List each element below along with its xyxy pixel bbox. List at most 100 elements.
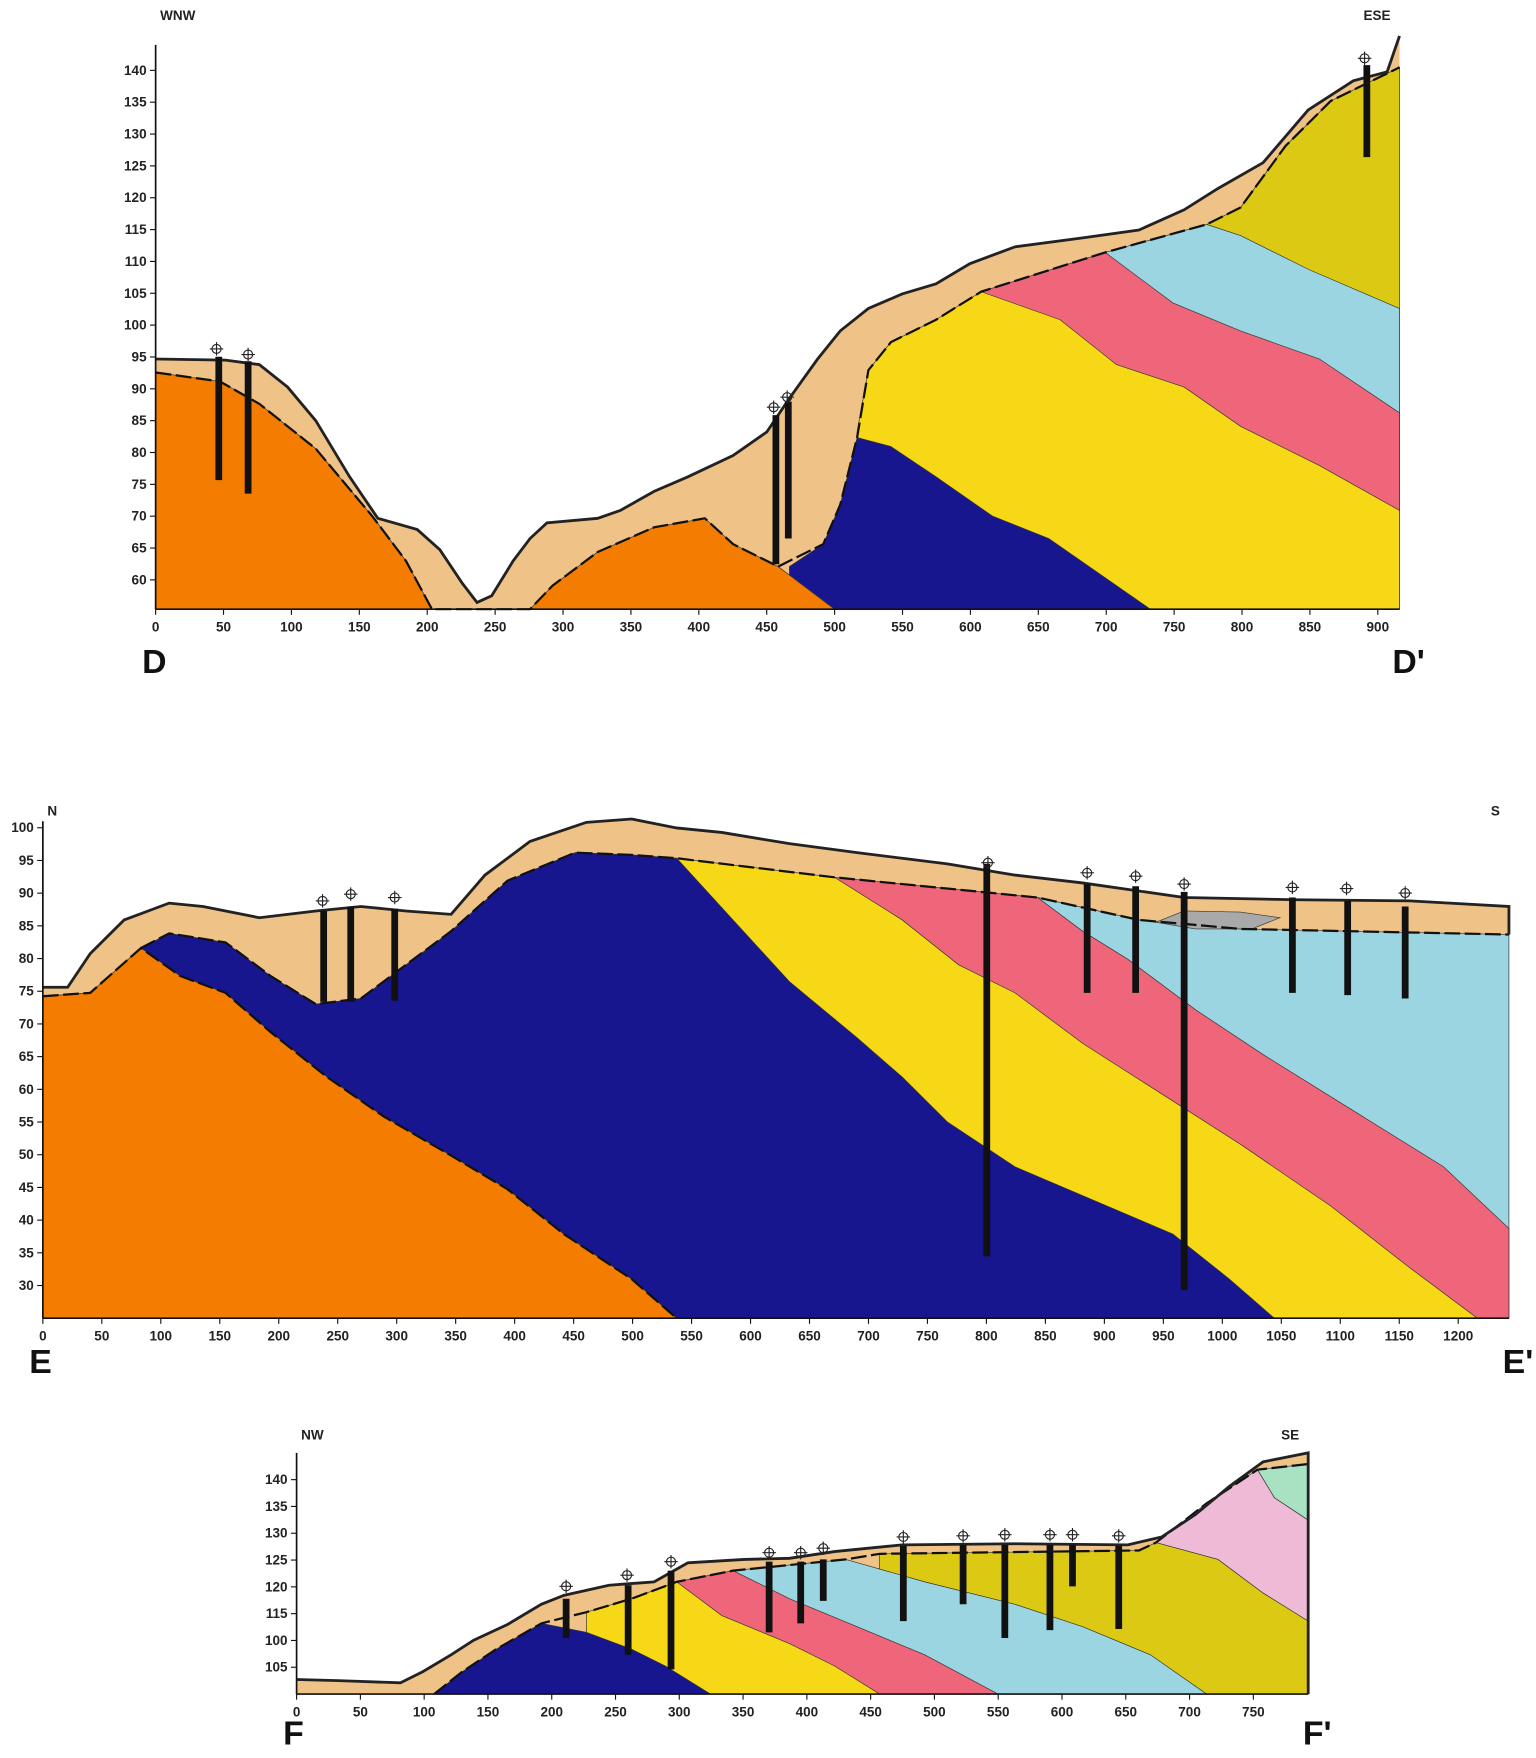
y-tick-label: 40 <box>19 1213 34 1228</box>
x-tick-label: 650 <box>1027 620 1050 635</box>
x-tick-label: 350 <box>620 620 643 635</box>
x-tick-label: 200 <box>416 620 439 635</box>
x-tick-label: 900 <box>1367 620 1390 635</box>
x-tick-label: 650 <box>798 1329 821 1344</box>
borehole-symbol <box>1398 886 1412 900</box>
y-tick-label: 55 <box>19 1115 35 1130</box>
direction-label: SE <box>1281 1427 1299 1442</box>
y-tick-label: 35 <box>19 1245 35 1260</box>
y-tick-label: 95 <box>19 853 35 868</box>
x-tick-label: 0 <box>293 1705 301 1720</box>
y-tick-label: 105 <box>265 1660 288 1675</box>
y-tick-label: 70 <box>132 509 147 524</box>
x-tick-label: 750 <box>916 1329 939 1344</box>
section: 0 50 100 150 200 250 300 350 400 450 500 550 600 650 7… <box>265 1427 1332 1752</box>
y-tick-label: 120 <box>124 190 147 205</box>
x-tick-label: 550 <box>891 620 914 635</box>
y-tick-label: 130 <box>124 127 147 142</box>
ground-surface <box>296 1451 1310 1695</box>
borehole-symbol <box>762 1545 776 1560</box>
x-tick-label: 550 <box>680 1329 703 1344</box>
y-tick-label: 65 <box>19 1049 35 1064</box>
borehole-symbol <box>1339 881 1354 896</box>
y-tick-label: 125 <box>124 158 147 173</box>
borehole-symbol <box>620 1568 634 1582</box>
x-tick-label: 200 <box>540 1705 563 1720</box>
x-tick-label: 300 <box>552 620 575 635</box>
x-tick-label: 0 <box>152 620 160 635</box>
y-tick-label: 105 <box>124 286 147 301</box>
x-tick-label: 500 <box>621 1329 644 1344</box>
x-tick-label: 650 <box>1114 1705 1137 1720</box>
x-tick-label: 450 <box>755 620 778 635</box>
x-tick-label: 150 <box>208 1329 231 1344</box>
y-tick-label: 45 <box>19 1180 35 1195</box>
x-tick-label: 100 <box>280 620 303 635</box>
y-tick-label: 90 <box>132 381 147 396</box>
borehole-symbol <box>766 400 781 414</box>
y-tick-label: 115 <box>125 222 147 237</box>
contact-line <box>155 66 1401 611</box>
x-tick-label: 250 <box>326 1329 349 1344</box>
x-tick-label: 250 <box>604 1705 627 1720</box>
borehole-symbol <box>981 856 995 870</box>
y-tick-label: 90 <box>19 886 34 901</box>
borehole-symbol <box>998 1528 1012 1542</box>
direction-label: NW <box>301 1427 324 1442</box>
y-tick-label: 50 <box>19 1147 34 1162</box>
y-tick-label: 85 <box>19 918 35 933</box>
borehole-symbol <box>1043 1528 1057 1542</box>
x-tick-label: 350 <box>444 1329 467 1344</box>
y-tick-label: 85 <box>132 413 148 428</box>
x-tick-label: 1100 <box>1326 1329 1355 1344</box>
borehole-symbol <box>1080 866 1094 880</box>
y-tick-label: 135 <box>265 1499 288 1514</box>
x-tick-label: 450 <box>859 1705 882 1720</box>
x-tick-label: 800 <box>1231 620 1254 635</box>
y-tick-label: 140 <box>265 1472 288 1487</box>
y-tick-label: 80 <box>19 951 34 966</box>
y-tick-label: 110 <box>125 254 147 269</box>
x-tick-label: 400 <box>796 1705 819 1720</box>
x-tick-label: 1050 <box>1266 1329 1296 1344</box>
section-label: D' <box>1392 643 1424 681</box>
borehole-symbol <box>1065 1528 1080 1542</box>
direction-label: ESE <box>1363 8 1390 23</box>
y-tick-label: 135 <box>124 95 147 110</box>
x-tick-label: 1200 <box>1443 1329 1473 1344</box>
borehole-symbol <box>793 1545 808 1560</box>
x-tick-label: 700 <box>857 1329 880 1344</box>
y-tick-label: 70 <box>19 1016 34 1031</box>
borehole-symbol <box>664 1554 678 1569</box>
y-tick-label: 100 <box>124 318 147 333</box>
x-tick-label: 0 <box>39 1329 47 1344</box>
borehole-symbol <box>209 342 224 356</box>
y-tick-label: 95 <box>132 349 148 364</box>
y-tick-label: 130 <box>265 1526 288 1541</box>
x-tick-label: 900 <box>1093 1329 1116 1344</box>
borehole-symbol <box>1177 877 1191 891</box>
y-tick-label: 120 <box>265 1579 288 1594</box>
borehole-symbol <box>896 1530 911 1544</box>
y-tick-label: 125 <box>265 1553 288 1568</box>
borehole-symbol <box>387 890 402 905</box>
x-tick-label: 600 <box>959 620 982 635</box>
x-tick-label: 150 <box>348 620 371 635</box>
borehole-symbol <box>343 887 358 901</box>
section: 0 50 100 150 200 250 300 350 400 450 500 550 600 650 7… <box>124 8 1425 681</box>
y-tick-label: 30 <box>19 1278 34 1293</box>
borehole-symbol <box>241 347 255 362</box>
contact-line <box>140 851 1509 1006</box>
y-tick-label: 100 <box>265 1633 288 1648</box>
borehole-symbol <box>315 894 330 908</box>
x-tick-label: 50 <box>353 1705 368 1720</box>
x-tick-label: 300 <box>668 1705 691 1720</box>
x-tick-label: 100 <box>413 1705 436 1720</box>
x-tick-label: 150 <box>477 1705 500 1720</box>
x-tick-label: 450 <box>562 1329 585 1344</box>
x-tick-label: 600 <box>739 1329 762 1344</box>
ground-surface <box>42 817 1511 989</box>
y-tick-label: 80 <box>132 445 147 460</box>
borehole-symbol <box>1128 869 1143 883</box>
